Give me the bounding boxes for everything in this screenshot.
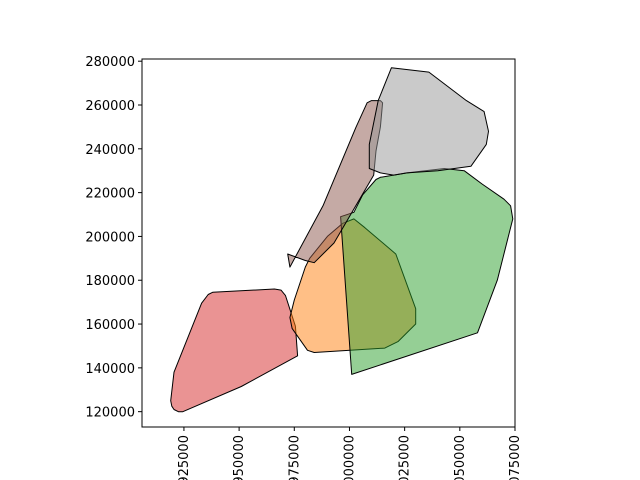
y-tick-label: 280000: [85, 55, 135, 70]
y-tick-label: 180000: [85, 274, 135, 289]
x-tick-label: 975000: [287, 435, 302, 480]
polygons-layer: [170, 67, 514, 413]
y-axis-ticks: 120000 140000 160000 180000 200000 220000 2400…: [85, 55, 142, 421]
x-tick-label: 950000: [232, 435, 247, 480]
x-tick-label: 1025000: [398, 435, 413, 480]
x-axis-ticks: 925000 950000 975000 1000000 1025000 1050000 1…: [177, 427, 523, 480]
y-tick-label: 220000: [85, 187, 135, 202]
y-tick-label: 240000: [85, 143, 135, 158]
x-tick-label: 1050000: [453, 435, 468, 480]
region-polygon-5: [368, 67, 489, 176]
region-polygon-3: [340, 168, 514, 375]
y-tick-label: 200000: [85, 230, 135, 245]
region-polygon-1: [170, 288, 299, 413]
x-tick-label: 925000: [177, 435, 192, 480]
axes-frame: [141, 58, 516, 428]
x-tick-label: 1075000: [508, 435, 523, 480]
y-tick-label: 260000: [85, 99, 135, 114]
y-tick-label: 140000: [85, 362, 135, 377]
y-tick-label: 120000: [85, 406, 135, 421]
x-tick-label: 1000000: [342, 435, 357, 480]
y-tick-label: 160000: [85, 318, 135, 333]
